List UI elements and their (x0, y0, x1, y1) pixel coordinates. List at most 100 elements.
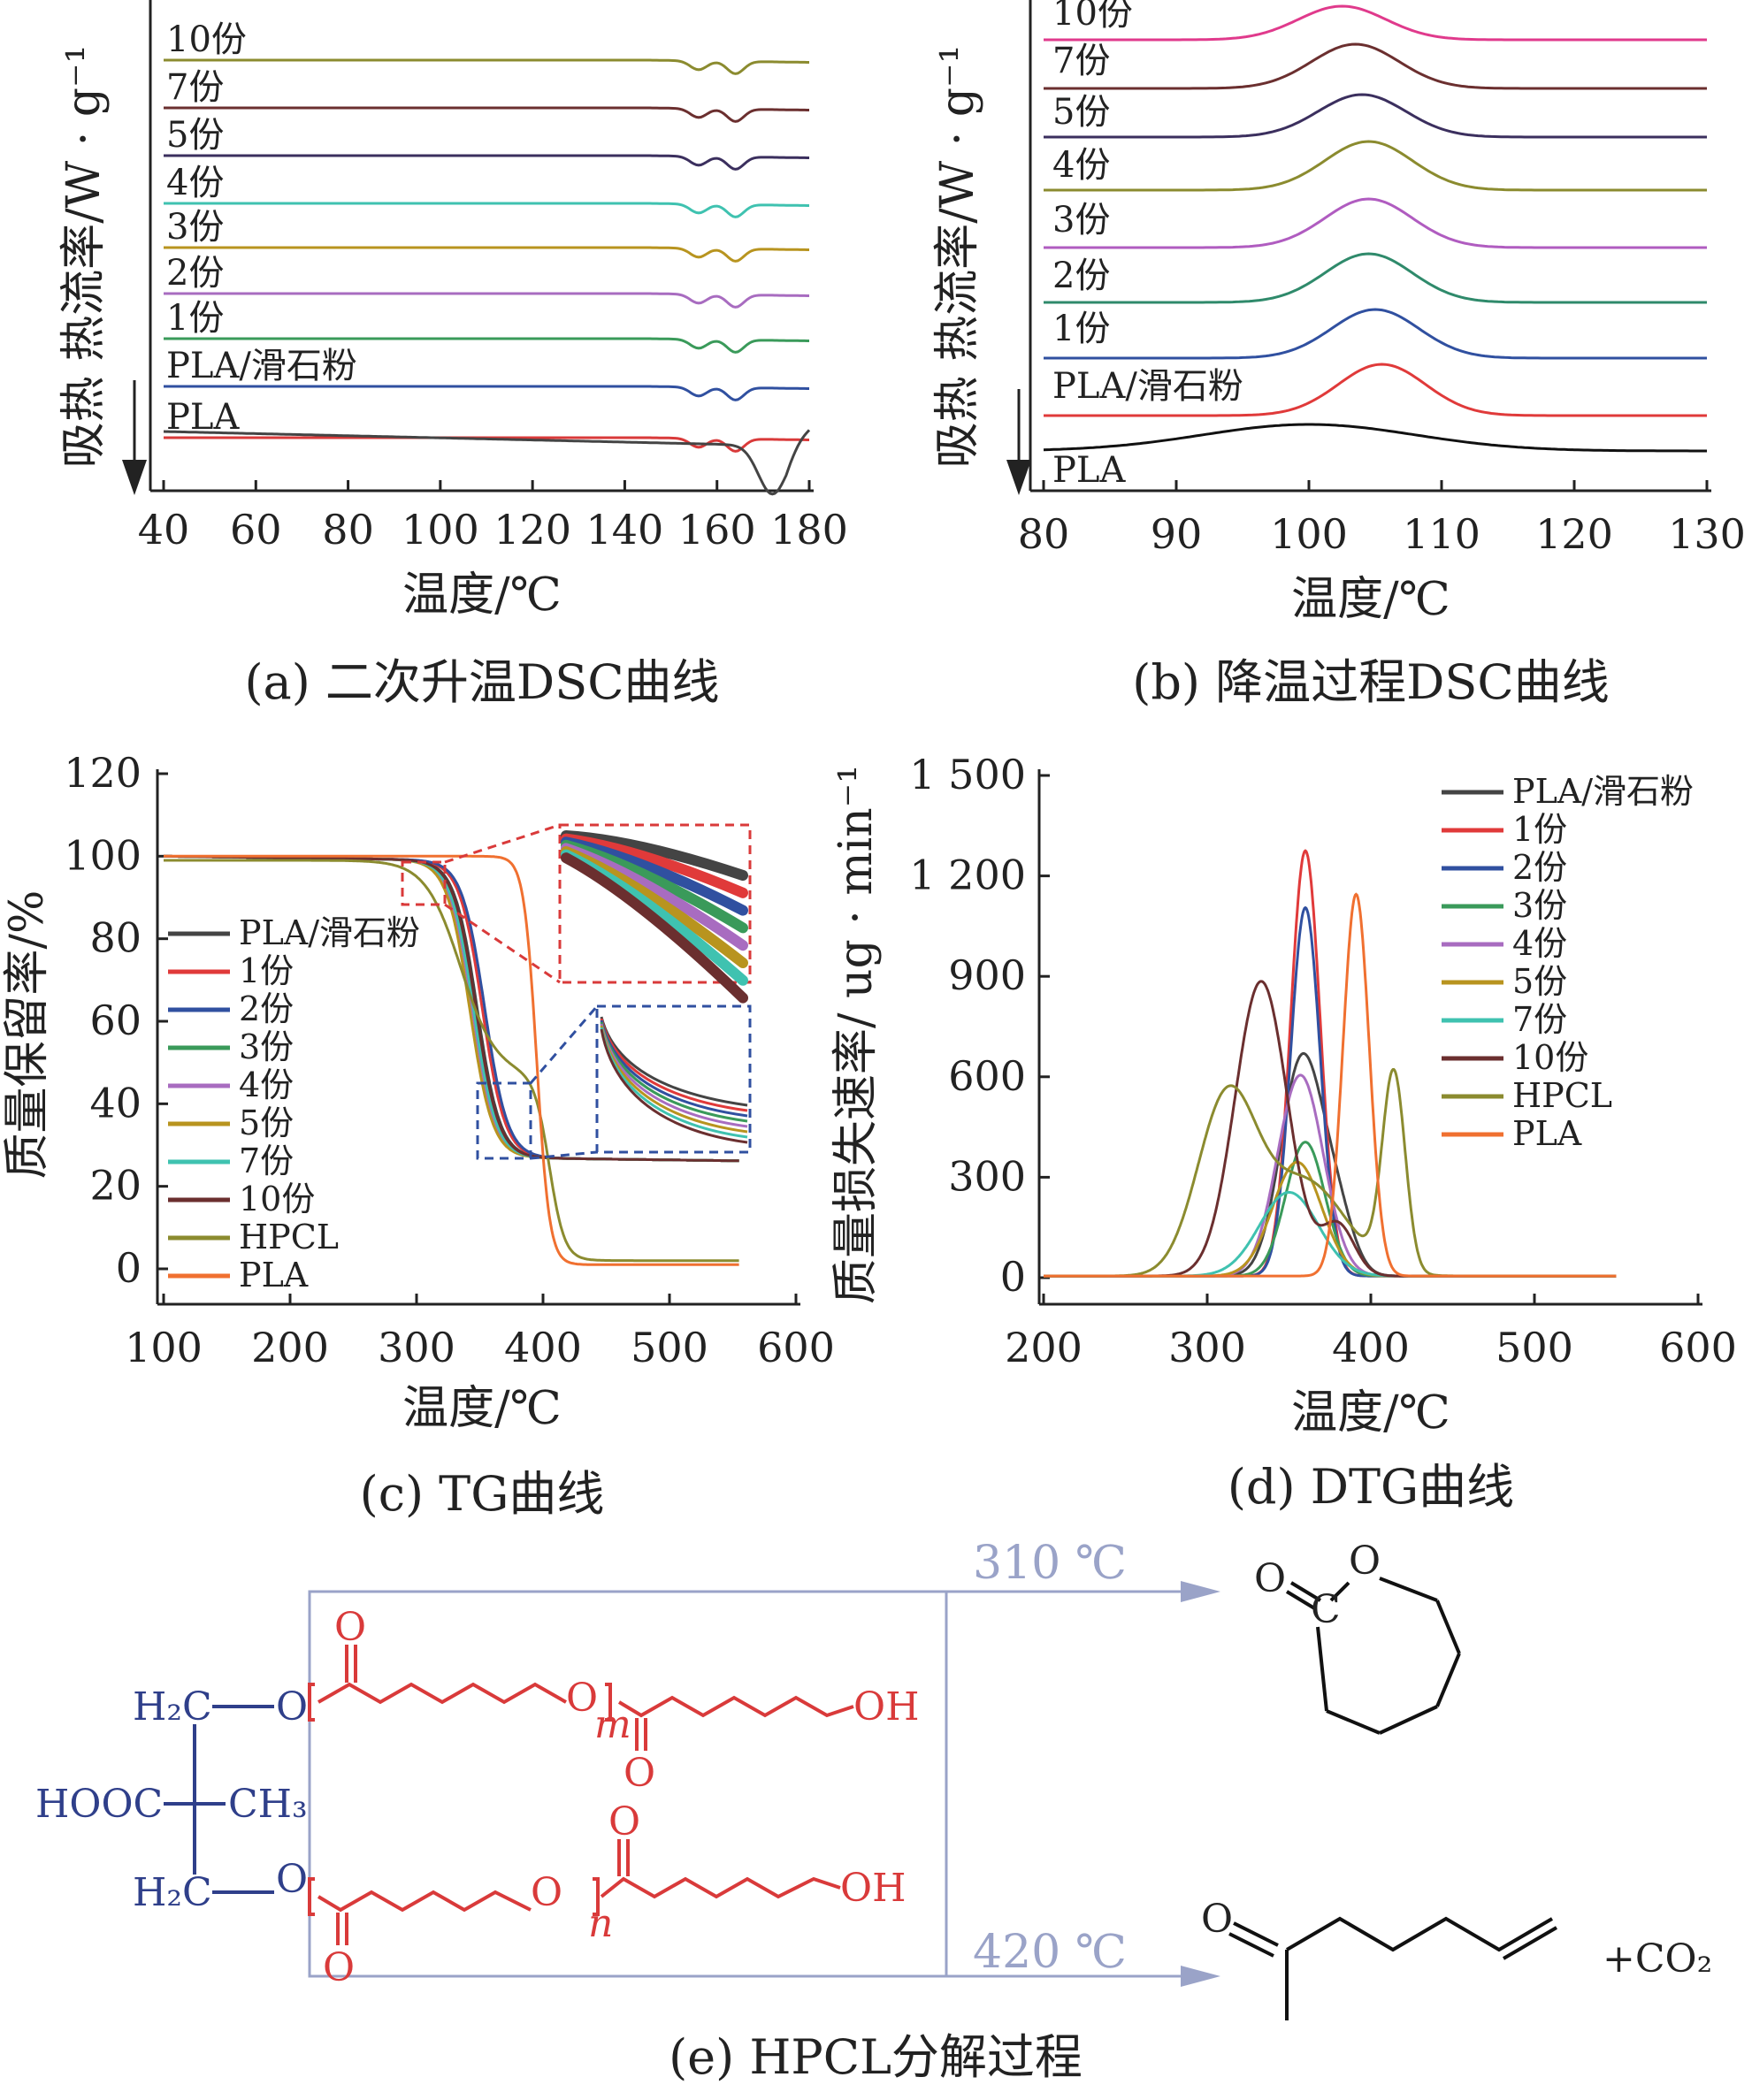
core-structure (164, 1705, 274, 1894)
x-axis-label-d: 温度/℃ (1291, 1386, 1450, 1439)
c-legend-label-4: 4份 (239, 1065, 294, 1104)
o-carbonyl-4: O (608, 1799, 640, 1844)
c-ytick-label-0: 0 (116, 1244, 142, 1292)
d-ytick-label-0: 0 (1000, 1253, 1026, 1301)
o-top: O (276, 1684, 308, 1730)
y-arrow-head-a (122, 460, 147, 495)
arrow-lower-head (1181, 1966, 1220, 1987)
b-series-4 (1044, 197, 1707, 249)
d-ytick-label-3: 900 (948, 951, 1026, 999)
c-legend-label-9: PLA (239, 1256, 309, 1294)
lactone-o-carbonyl: O (1254, 1556, 1286, 1601)
b-series-3 (1044, 140, 1707, 192)
b-series-label-3: 4份 (1052, 145, 1110, 186)
c-connector-blue-2 (530, 1150, 598, 1160)
c-legend-label-2: 2份 (239, 989, 294, 1028)
subscript-n: n (588, 1901, 613, 1946)
lactone-c: C (1311, 1587, 1341, 1632)
a-series-5 (164, 292, 809, 309)
o-ester-1: O (566, 1676, 598, 1721)
b-series-label-1: 7份 (1052, 41, 1110, 81)
ketone-o: O (1201, 1897, 1233, 1942)
tg-zoom-insets (401, 823, 752, 1160)
c-legend-label-7: 10份 (239, 1180, 315, 1218)
c-inset-blue-curve-7 (600, 1028, 748, 1144)
c-xtick-label-0: 100 (125, 1324, 203, 1371)
c-series-9 (164, 854, 739, 1266)
b-xtick-label-2: 100 (1270, 510, 1348, 558)
arrow-upper-head (1181, 1581, 1220, 1602)
c-xtick-label-3: 400 (504, 1324, 582, 1371)
d-series-6 (1044, 1190, 1617, 1278)
tg-chart: 100 200 300 400 500 600 0 20 40 60 80 100 120 PLA/滑石… (1, 749, 835, 1522)
c-xtick-label-4: 500 (631, 1324, 708, 1371)
caption-b: (b) 降温过程DSC曲线 (1132, 654, 1609, 710)
a-xtick-label-5: 140 (586, 506, 664, 554)
c-legend-label-0: PLA/滑石粉 (239, 913, 420, 952)
d-legend-label-1: 1份 (1512, 810, 1567, 849)
o-ester-2: O (531, 1870, 562, 1915)
b-xtick-label-4: 120 (1535, 510, 1613, 558)
a-series-2 (164, 154, 809, 171)
c-series-8 (164, 859, 739, 1263)
d-xtick-label-2: 400 (1332, 1324, 1410, 1371)
d-legend-label-5: 5份 (1512, 962, 1567, 1001)
a-xtick-label-4: 120 (493, 506, 571, 554)
b-xtick-label-0: 80 (1018, 510, 1070, 558)
a-series-label-3: 4份 (166, 163, 224, 203)
y-axis-label-a: 吸热 热流率/W · g⁻¹ (57, 45, 111, 469)
d-series-9 (1044, 892, 1617, 1278)
temp-420: 420 ℃ (973, 1926, 1127, 1979)
b-xtick-label-1: 90 (1151, 510, 1203, 558)
hooc: HOOC (35, 1782, 163, 1827)
b-series-5 (1044, 252, 1707, 304)
o-bottom: O (276, 1857, 308, 1902)
a-series-label-7: PLA/滑石粉 (166, 346, 357, 386)
c-legend-label-3: 3份 (239, 1027, 294, 1066)
x-axis-label-b: 温度/℃ (1291, 573, 1450, 626)
pcl-chains (308, 1645, 854, 1945)
c-ytick-label-6: 120 (64, 749, 142, 797)
a-series-label-5: 2份 (166, 253, 224, 294)
scheme-frame (308, 1590, 948, 1978)
a-series-3 (164, 202, 809, 218)
a-series-4 (164, 246, 809, 263)
b-series-label-0: 10份 (1052, 0, 1133, 34)
a-xtick-label-6: 160 (678, 506, 756, 554)
h2c-bottom: H₂C (133, 1870, 212, 1915)
d-legend-label-3: 3份 (1512, 886, 1567, 925)
caption-a: (a) 二次升温DSC曲线 (244, 654, 719, 710)
oh-1: OH (853, 1684, 919, 1730)
c-ytick-label-3: 60 (89, 997, 142, 1044)
b-series-1 (1044, 42, 1707, 90)
a-series-label-4: 3份 (166, 207, 224, 248)
c-connector-red-2 (444, 903, 561, 984)
caption-d: (d) DTG曲线 (1228, 1459, 1514, 1515)
a-xtick-label-3: 100 (402, 506, 479, 554)
b-xtick-label-5: 130 (1668, 510, 1746, 558)
d-xtick-label-4: 600 (1659, 1324, 1737, 1371)
b-series-0 (1044, 4, 1707, 42)
a-series-label-1: 7份 (166, 67, 224, 108)
b-series-label-4: 3份 (1052, 200, 1110, 241)
y-axis-label-d: 质量损失速率/ ug · min⁻¹ (830, 765, 883, 1304)
b-series-7 (1044, 363, 1707, 417)
c-connector-blue-1 (529, 1005, 599, 1084)
dtg-chart: 200 300 400 500 600 0 300 600 900 1 200 1 500 PLA/… (830, 751, 1737, 1515)
temp-310: 310 ℃ (973, 1537, 1127, 1590)
c-legend-label-1: 1份 (239, 951, 294, 990)
c-inset-red-curve-7 (561, 852, 748, 1004)
ketone-structure (1228, 1916, 1558, 2020)
b-series-label-7: PLA/滑石粉 (1052, 366, 1243, 407)
a-series-1 (164, 106, 809, 123)
o-carbonyl-3: O (323, 1945, 355, 1990)
a-xtick-label-0: 40 (138, 506, 190, 554)
a-xtick-label-7: 180 (770, 506, 848, 554)
d-legend-label-9: PLA (1512, 1114, 1582, 1153)
c-ytick-label-2: 40 (89, 1079, 142, 1126)
o-carbonyl-1: O (334, 1605, 366, 1650)
a-xtick-label-2: 80 (322, 506, 374, 554)
